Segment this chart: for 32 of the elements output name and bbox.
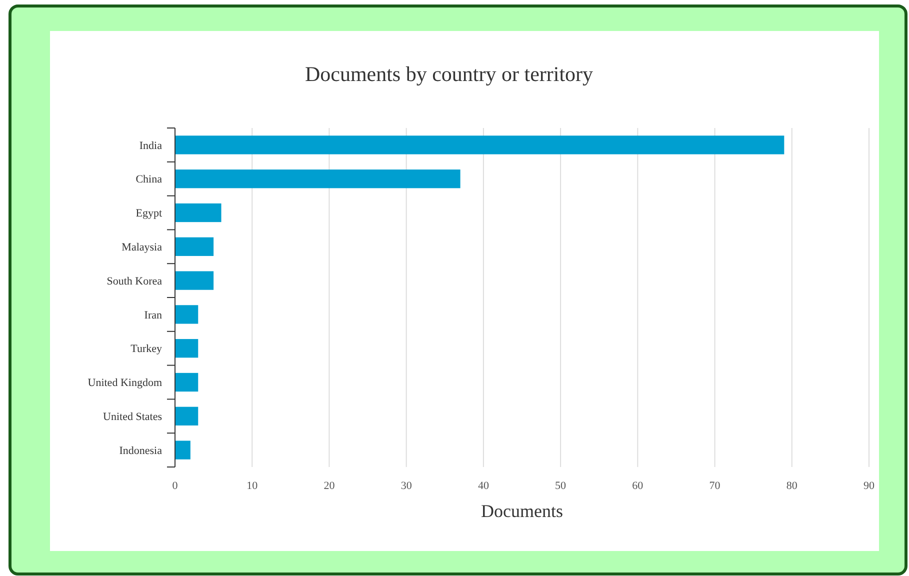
x-tick-label: 40 <box>478 480 490 492</box>
x-tick-label: 90 <box>864 480 875 492</box>
x-tick-label: 60 <box>632 480 644 492</box>
bar <box>175 406 198 426</box>
x-tick-label: 20 <box>324 480 336 492</box>
y-tick-label: Iran <box>144 309 162 322</box>
chart-title: Documents by country or territory <box>304 62 594 86</box>
x-axis-title: Documents <box>481 501 563 521</box>
x-tick-label: 70 <box>709 480 721 492</box>
bar <box>175 136 784 154</box>
bar <box>175 271 214 290</box>
x-tick-label: 50 <box>555 480 567 492</box>
y-tick-label: Indonesia <box>119 444 162 457</box>
y-tick-label: Turkey <box>130 343 162 356</box>
bar <box>175 305 198 324</box>
bar <box>175 339 198 358</box>
y-tick-label: United Kingdom <box>88 377 162 390</box>
bar <box>175 237 214 256</box>
y-tick-label: China <box>136 174 162 186</box>
y-tick-label: Malaysia <box>122 242 162 254</box>
bar <box>175 440 190 460</box>
x-tick-label: 30 <box>400 480 412 492</box>
bar <box>175 203 222 222</box>
x-tick-label: 10 <box>246 480 258 492</box>
y-tick-label: India <box>139 140 162 152</box>
x-tick-label: 0 <box>172 480 178 492</box>
y-tick-label: Egypt <box>136 208 162 220</box>
bar <box>175 170 460 188</box>
y-tick-label: South Korea <box>106 275 162 288</box>
x-tick-label: 80 <box>786 480 798 492</box>
bar <box>175 372 198 392</box>
y-tick-label: United States <box>103 411 162 423</box>
